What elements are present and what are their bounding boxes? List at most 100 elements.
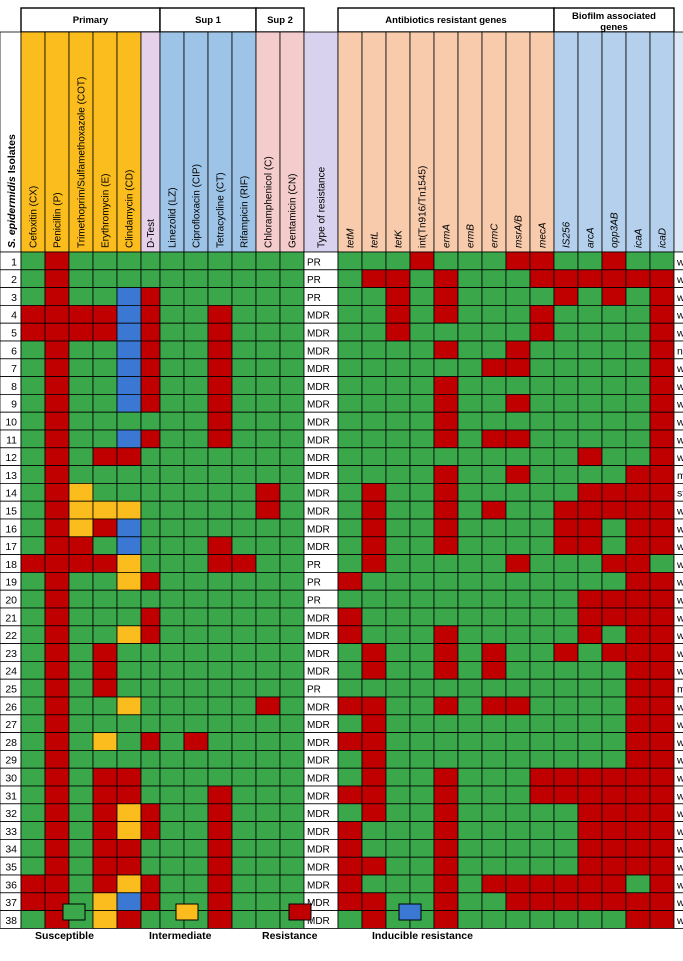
heatmap-cell xyxy=(44,429,70,449)
heatmap-cell xyxy=(505,429,531,449)
heatmap-cell xyxy=(481,358,507,377)
heatmap-cell xyxy=(385,322,411,342)
heatmap-cell xyxy=(361,465,387,484)
heatmap-cell xyxy=(409,304,435,324)
heatmap-cell xyxy=(529,518,555,538)
heatmap-cell xyxy=(183,643,209,662)
heatmap-cell xyxy=(361,269,387,288)
heatmap-cell xyxy=(481,874,507,894)
biofilm-cell xyxy=(673,785,683,805)
heatmap-cell xyxy=(457,411,483,431)
heatmap-cell xyxy=(409,767,435,787)
heatmap-cell xyxy=(577,411,603,431)
biofilm-value: weak xyxy=(676,506,683,518)
column-header-cell xyxy=(255,31,281,253)
column-header-cell xyxy=(433,31,459,253)
heatmap-cell xyxy=(255,482,281,502)
heatmap-cell xyxy=(601,376,627,395)
legend-swatch xyxy=(175,903,199,921)
heatmap-cell xyxy=(116,839,142,858)
heatmap-cell xyxy=(68,482,94,502)
heatmap-cell xyxy=(577,803,603,822)
row-label: 35 xyxy=(5,862,17,874)
column-header-cell xyxy=(457,31,483,253)
column-header-label: Ciprofloxacin (CIP) xyxy=(192,164,203,248)
heatmap-cell xyxy=(649,304,675,324)
heatmap-cell xyxy=(625,625,651,644)
heatmap-cell xyxy=(116,910,142,929)
heatmap-cell xyxy=(20,839,46,858)
heatmap-cell xyxy=(116,874,142,894)
heatmap-cell xyxy=(44,465,70,484)
heatmap-cell xyxy=(361,572,387,591)
biofilm-value: weak xyxy=(676,701,683,713)
heatmap-cell xyxy=(140,874,161,894)
heatmap-cell xyxy=(20,785,46,805)
heatmap-cell xyxy=(255,714,281,733)
heatmap-cell xyxy=(457,572,483,591)
heatmap-cell xyxy=(409,572,435,591)
biofilm-value: moderate xyxy=(677,684,683,696)
heatmap-cell xyxy=(183,661,209,680)
column-header-label: Gentamicin (CN) xyxy=(288,174,299,248)
heatmap-cell xyxy=(601,821,627,840)
biofilm-cell xyxy=(673,269,683,288)
heatmap-cell xyxy=(20,696,46,716)
heatmap-cell xyxy=(183,767,209,787)
heatmap-cell xyxy=(44,518,70,538)
heatmap-cell xyxy=(183,678,209,698)
heatmap-cell xyxy=(577,447,603,466)
heatmap-cell xyxy=(255,856,281,876)
heatmap-cell xyxy=(601,732,627,751)
legend-label: Inducible resistance xyxy=(372,930,473,942)
row-label: 12 xyxy=(5,452,17,464)
column-header-cell xyxy=(409,31,435,253)
heatmap-cell xyxy=(183,625,209,644)
heatmap-cell xyxy=(577,714,603,733)
heatmap-cell xyxy=(601,607,627,627)
biofilm-cell xyxy=(673,643,683,662)
heatmap-cell xyxy=(279,767,305,787)
column-header-label: msrA/B xyxy=(514,215,525,248)
heatmap-cell xyxy=(409,750,435,769)
heatmap-cell xyxy=(505,572,531,591)
heatmap-cell xyxy=(279,376,305,395)
heatmap-cell xyxy=(481,661,507,680)
heatmap-cell xyxy=(92,251,118,271)
column-header-label: Chloramphenicol (C) xyxy=(264,156,275,248)
heatmap-cell xyxy=(577,607,603,627)
heatmap-cell xyxy=(433,750,459,769)
heatmap-cell xyxy=(44,678,70,698)
heatmap-cell xyxy=(529,839,555,858)
heatmap-cell xyxy=(183,589,209,609)
heatmap-cell xyxy=(457,607,483,627)
column-header-label: arcA xyxy=(586,227,597,248)
heatmap-cell xyxy=(20,429,46,449)
heatmap-cell xyxy=(337,393,363,413)
heatmap-cell xyxy=(601,785,627,805)
heatmap-cell xyxy=(457,447,483,466)
heatmap-cell xyxy=(529,821,555,840)
row-label: 18 xyxy=(5,559,17,571)
biofilm-cell xyxy=(673,696,683,716)
heatmap-cell xyxy=(601,839,627,858)
heatmap-cell xyxy=(116,803,142,822)
heatmap-cell xyxy=(20,447,46,466)
heatmap-cell xyxy=(92,269,118,288)
biofilm-cell xyxy=(673,287,683,306)
biofilm-cell xyxy=(673,839,683,858)
heatmap-cell xyxy=(92,803,118,822)
heatmap-cell xyxy=(159,340,185,360)
legend-swatch xyxy=(62,903,86,921)
type-value: MDR xyxy=(307,702,330,713)
heatmap-cell xyxy=(457,643,483,662)
heatmap-cell xyxy=(207,874,233,894)
heatmap-cell xyxy=(207,411,233,431)
heatmap-cell xyxy=(625,411,651,431)
heatmap-cell xyxy=(337,304,363,324)
heatmap-cell xyxy=(601,892,627,911)
heatmap-cell xyxy=(231,839,257,858)
heatmap-cell xyxy=(231,251,257,271)
heatmap-cell xyxy=(231,518,257,538)
heatmap-cell xyxy=(577,892,603,911)
